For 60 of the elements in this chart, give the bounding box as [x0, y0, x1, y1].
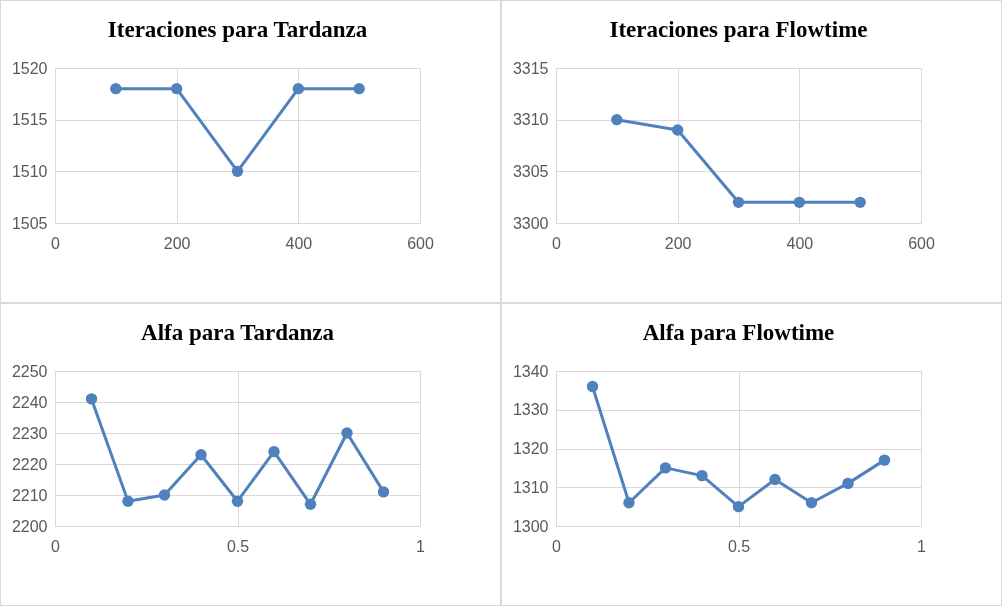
point [769, 473, 781, 486]
x-tick-label: 200 [163, 234, 191, 252]
point [586, 380, 599, 393]
chart-title: Iteraciones para Flowtime [609, 17, 868, 42]
point [842, 477, 854, 490]
point [793, 196, 806, 209]
point [231, 495, 244, 507]
x-tick-label: 600 [407, 234, 434, 252]
point [805, 497, 818, 509]
y-tick-label: 1515 [11, 111, 48, 129]
y-tick-label: 2230 [11, 424, 48, 442]
y-tick-label: 1310 [512, 478, 549, 496]
point [732, 196, 745, 209]
x-tick-label: 200 [664, 234, 692, 252]
x-tick-label: 1 [917, 537, 927, 555]
point [696, 469, 708, 482]
x-tick-label: 0 [51, 537, 61, 555]
point [158, 489, 171, 501]
x-tick-label: 0 [51, 234, 61, 252]
y-tick-label: 3310 [512, 111, 549, 129]
y-tick-label: 1520 [11, 59, 48, 77]
x-tick-label: 600 [908, 234, 935, 252]
y-tick-label: 1505 [11, 214, 48, 232]
y-tick-label: 2250 [11, 362, 48, 380]
chart-title: Alfa para Tardanza [141, 320, 335, 345]
x-tick-label: 0 [552, 234, 562, 252]
point [304, 498, 317, 510]
y-tick-label: 1340 [512, 362, 549, 380]
point [341, 427, 353, 439]
y-tick-label: 1510 [11, 162, 48, 180]
y-tick-label: 3300 [512, 214, 549, 232]
point [122, 495, 134, 507]
x-tick-label: 0.5 [727, 537, 751, 555]
point [732, 500, 745, 513]
point [671, 124, 684, 136]
x-tick-label: 0.5 [226, 537, 250, 555]
x-tick-label: 0 [552, 537, 562, 555]
x-tick-label: 400 [786, 234, 814, 252]
chart-title: Alfa para Flowtime [642, 320, 835, 345]
y-tick-label: 1300 [512, 517, 549, 535]
y-tick-label: 3305 [512, 162, 549, 180]
y-tick-label: 2200 [11, 517, 48, 535]
chart-title: Iteraciones para Tardanza [107, 17, 368, 42]
y-tick-label: 3315 [512, 59, 549, 77]
point [195, 449, 207, 461]
point [623, 497, 635, 509]
point [659, 462, 672, 474]
y-tick-label: 2220 [11, 455, 48, 473]
point [611, 113, 623, 126]
y-tick-label: 2240 [11, 393, 48, 411]
point [878, 454, 891, 466]
y-tick-label: 1320 [512, 440, 549, 457]
point [377, 486, 390, 498]
point [854, 196, 866, 209]
point [268, 445, 280, 458]
point [85, 393, 98, 405]
x-tick-label: 1 [416, 537, 426, 555]
y-tick-label: 2210 [11, 486, 48, 504]
x-tick-label: 400 [285, 234, 313, 252]
y-tick-label: 1330 [512, 401, 549, 419]
